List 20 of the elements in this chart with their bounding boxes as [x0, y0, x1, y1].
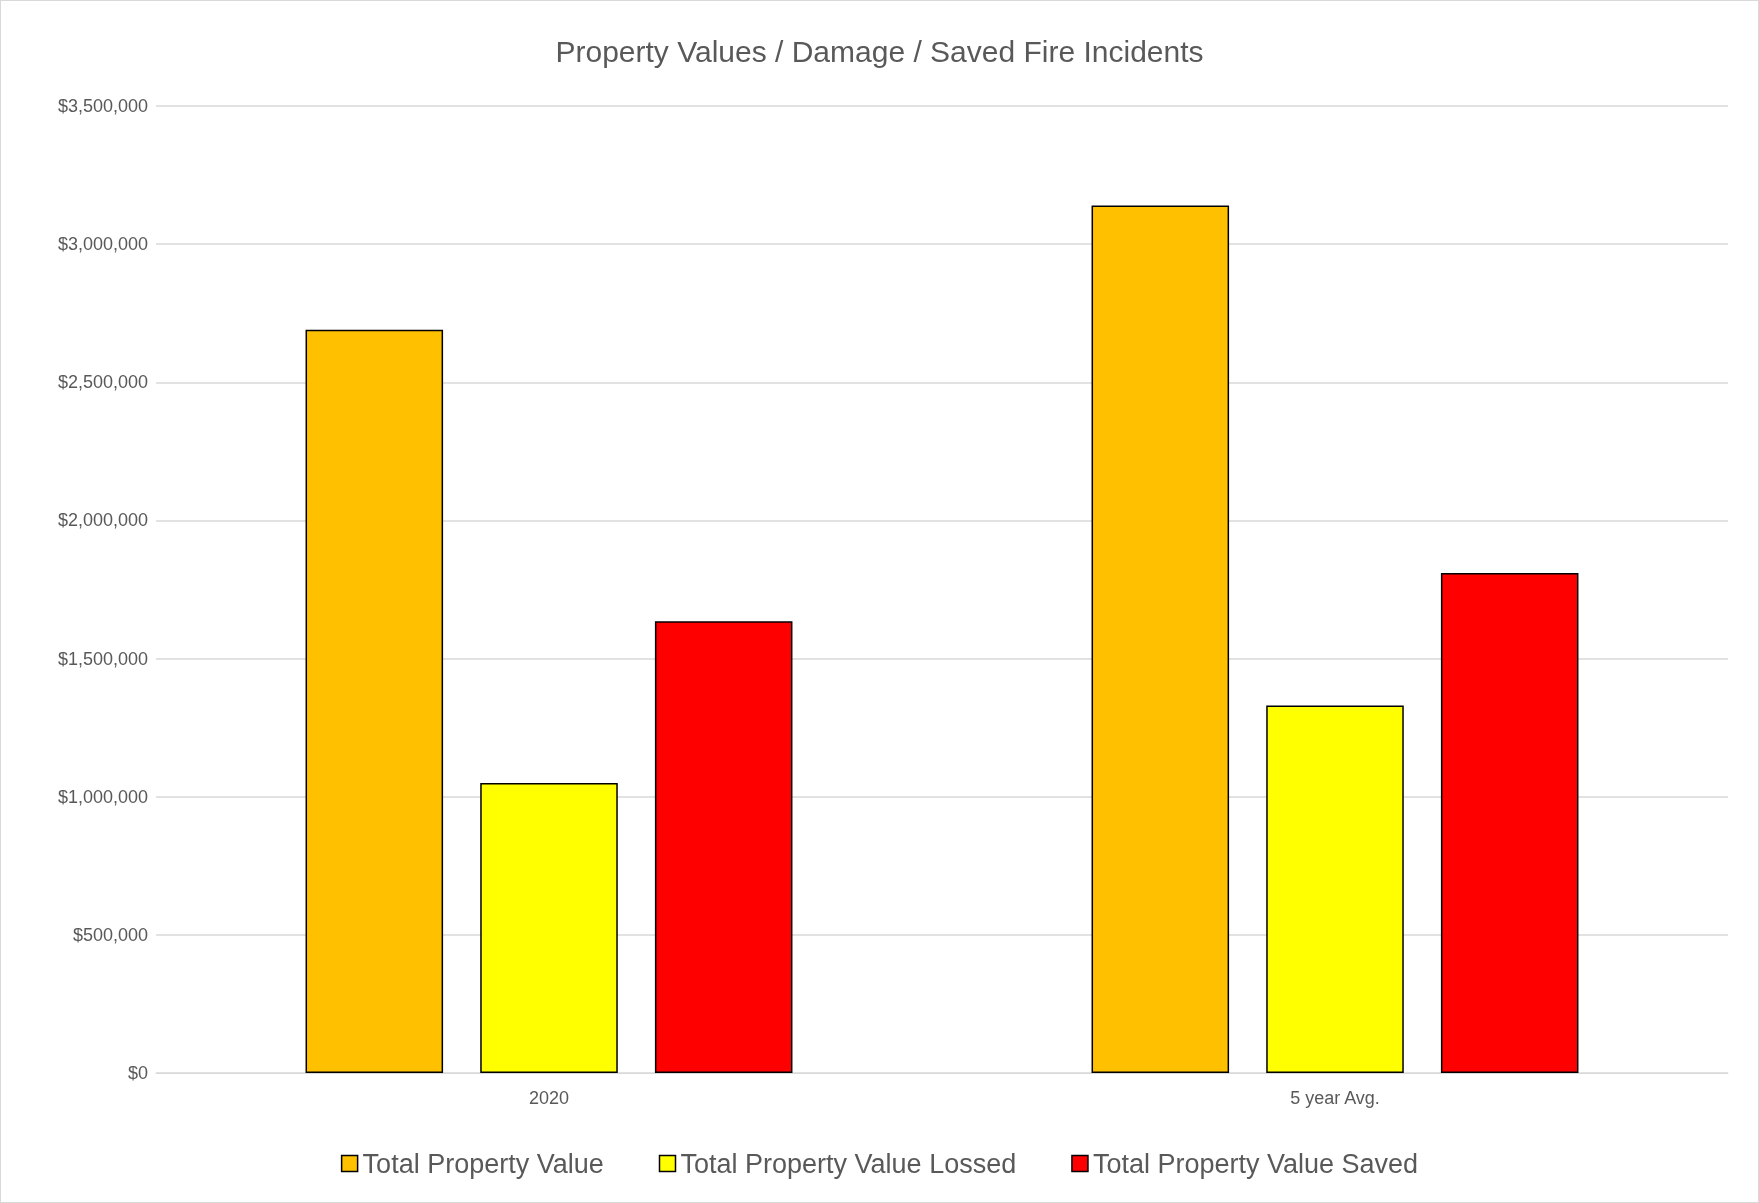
- bar: [1440, 572, 1579, 1073]
- x-tick-label: 2020: [528, 1088, 570, 1108]
- bar: [654, 621, 793, 1073]
- bar: [1266, 705, 1404, 1073]
- y-tick-label: $3,500,000: [57, 96, 148, 116]
- chart-title: Property Values / Damage / Saved Fire Incidents: [555, 34, 1204, 68]
- y-tick-label: $0: [127, 1063, 148, 1083]
- y-tick-label: $500,000: [72, 924, 148, 945]
- y-tick-label: $2,000,000: [57, 510, 148, 531]
- legend-label: Total Property Value Lossed: [680, 1148, 1017, 1179]
- legend-label: Total Property Value: [362, 1148, 604, 1179]
- bar: [305, 329, 444, 1073]
- bar: [480, 782, 618, 1073]
- legend-label: Total Property Value Saved: [1092, 1148, 1419, 1179]
- y-tick-label: $1,000,000: [57, 786, 148, 807]
- y-tick-label: $3,000,000: [57, 234, 148, 255]
- y-tick-label: $2,500,000: [57, 372, 148, 393]
- y-tick-label: $1,500,000: [57, 648, 148, 669]
- bar: [1091, 205, 1230, 1073]
- x-tick-label: 5 year Avg.: [1290, 1088, 1380, 1108]
